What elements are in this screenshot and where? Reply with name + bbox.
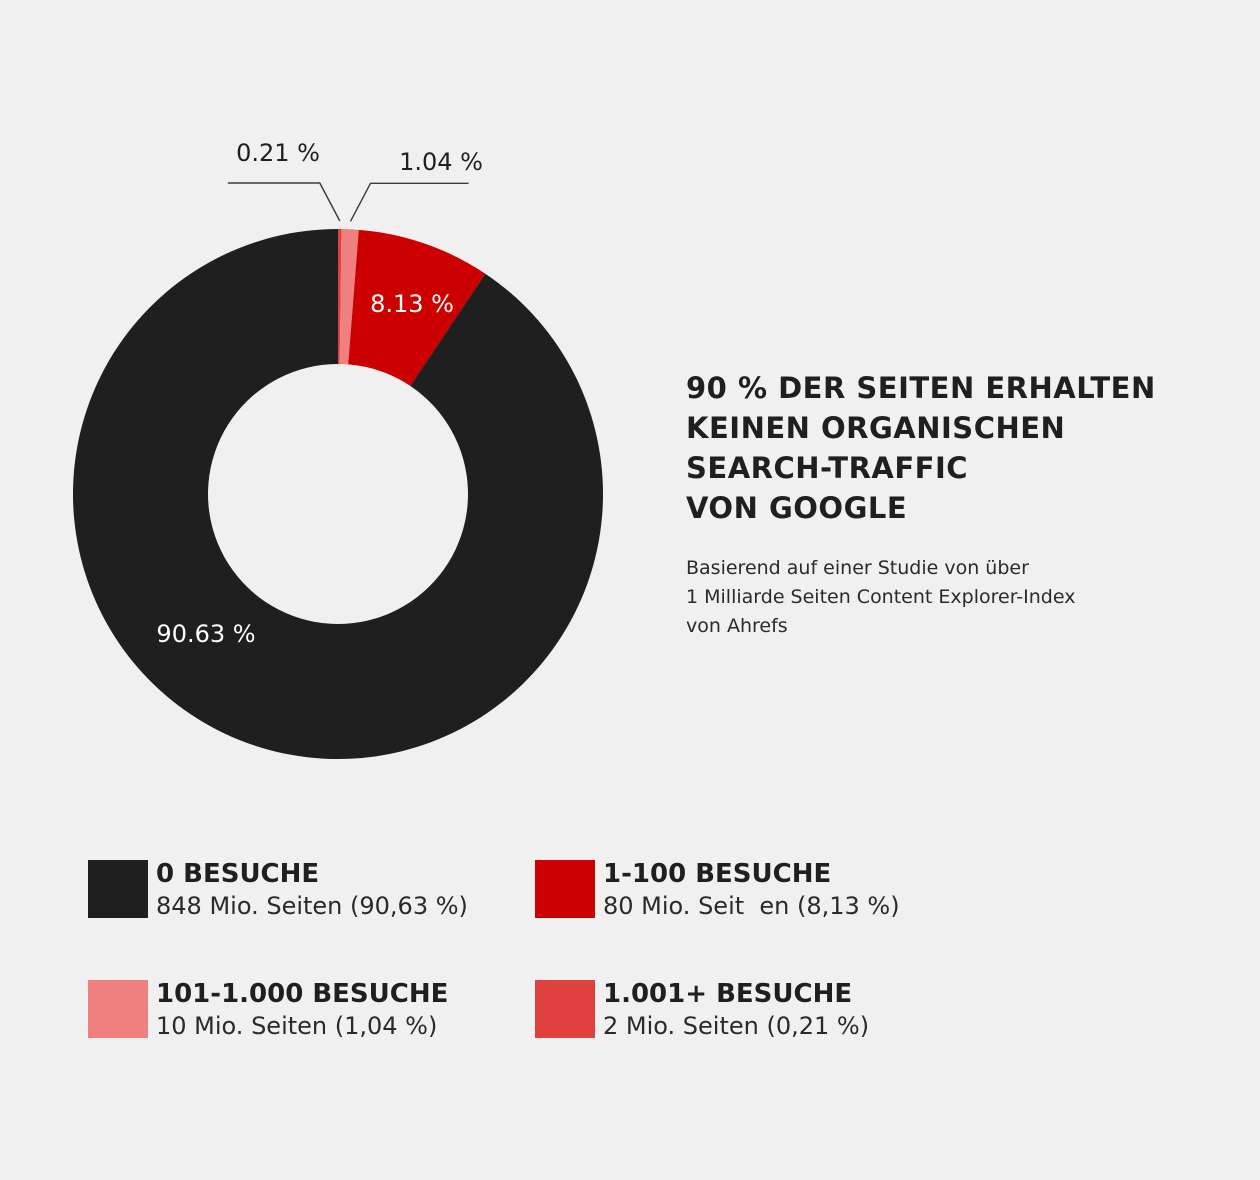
- legend-desc: 848 Mio. Seiten (90,63 %): [156, 892, 468, 920]
- legend-swatch: [535, 860, 595, 918]
- legend-desc: 10 Mio. Seiten (1,04 %): [156, 1012, 438, 1040]
- leader-line-s2: [349, 182, 469, 222]
- legend-item-0-besuche: 0 BESUCHE 848 Mio. Seiten (90,63 %): [88, 858, 508, 920]
- chart-subtitle: Basierend auf einer Studie von über 1 Mi…: [686, 554, 1075, 641]
- legend-swatch: [535, 980, 595, 1038]
- legend-swatch: [88, 980, 148, 1038]
- legend-item-1-100-besuche: 1-100 BESUCHE 80 Mio. Seit en (8,13 %): [535, 858, 955, 920]
- label-s1: 0.21 %: [236, 139, 320, 167]
- title-line-4: VON GOOGLE: [686, 491, 908, 525]
- slice-s1: [338, 229, 342, 365]
- legend-label: 0 BESUCHE: [156, 859, 320, 889]
- legend-item-101-1000-besuche: 101-1.000 BESUCHE 10 Mio. Seiten (1,04 %…: [88, 978, 508, 1040]
- subtitle-line-2: 1 Milliarde Seiten Content Explorer-Inde…: [686, 586, 1076, 608]
- label-s4: 90.63 %: [156, 620, 255, 648]
- title-line-2: KEINEN ORGANISCHEN: [686, 411, 1066, 445]
- slice-s2: [339, 229, 359, 365]
- chart-title: 90 % DER SEITEN ERHALTEN KEINEN ORGANISC…: [686, 368, 1156, 528]
- leader-line-s1: [227, 182, 341, 222]
- legend-desc: 80 Mio. Seit en (8,13 %): [603, 892, 900, 920]
- label-s3: 8.13 %: [370, 290, 454, 318]
- legend-item-1001-besuche: 1.001+ BESUCHE 2 Mio. Seiten (0,21 %): [535, 978, 955, 1040]
- legend-desc: 2 Mio. Seiten (0,21 %): [603, 1012, 870, 1040]
- title-line-1: 90 % DER SEITEN ERHALTEN: [686, 371, 1156, 405]
- legend-label: 1-100 BESUCHE: [603, 859, 832, 889]
- label-s2: 1.04 %: [399, 148, 483, 176]
- legend-label: 101-1.000 BESUCHE: [156, 979, 449, 1009]
- slice-s3: [348, 229, 486, 386]
- legend-swatch: [88, 860, 148, 918]
- subtitle-line-3: von Ahrefs: [686, 615, 788, 637]
- title-line-3: SEARCH-TRAFFIC: [686, 451, 969, 485]
- subtitle-line-1: Basierend auf einer Studie von über: [686, 557, 1029, 579]
- slice-s4: [72, 229, 603, 759]
- legend-label: 1.001+ BESUCHE: [603, 979, 853, 1009]
